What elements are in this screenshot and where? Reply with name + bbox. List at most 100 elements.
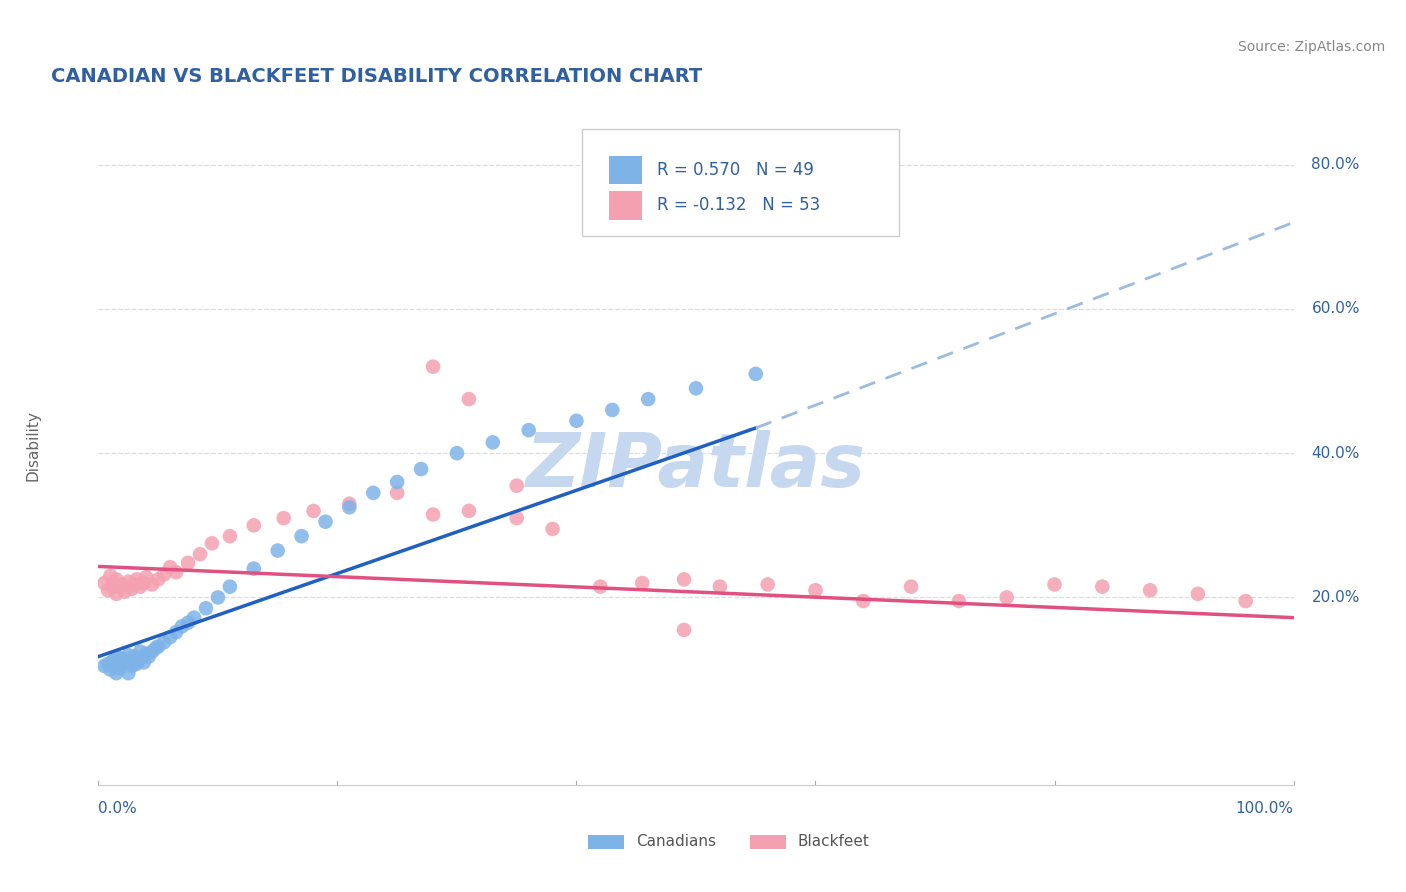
Point <box>385 475 409 489</box>
Point <box>541 522 564 536</box>
Point <box>121 582 143 596</box>
Point <box>125 573 148 587</box>
Point <box>207 591 229 605</box>
Text: Source: ZipAtlas.com: Source: ZipAtlas.com <box>1237 40 1385 54</box>
Point <box>153 567 176 582</box>
Text: ZIPatlas: ZIPatlas <box>526 430 866 503</box>
Point <box>125 657 148 671</box>
Point <box>98 663 122 677</box>
Point <box>117 666 139 681</box>
Point <box>589 580 612 594</box>
Point <box>105 666 128 681</box>
Point <box>105 587 128 601</box>
Point <box>148 640 170 654</box>
Point <box>339 500 361 515</box>
Point <box>101 580 124 594</box>
Point <box>446 446 468 460</box>
Point <box>1091 580 1114 594</box>
Point <box>631 576 654 591</box>
Point <box>995 591 1018 605</box>
Point <box>108 580 131 594</box>
Text: 20.0%: 20.0% <box>1312 590 1360 605</box>
Point <box>114 656 136 670</box>
Point <box>129 644 152 658</box>
Point <box>121 659 143 673</box>
Point <box>852 594 875 608</box>
Point <box>291 529 314 543</box>
Point <box>195 601 218 615</box>
Point <box>709 580 731 594</box>
Point <box>124 649 146 664</box>
Point <box>273 511 295 525</box>
Text: 100.0%: 100.0% <box>1236 801 1294 816</box>
Point <box>183 610 205 624</box>
Point <box>422 508 444 522</box>
Text: 40.0%: 40.0% <box>1312 446 1360 460</box>
Point <box>339 497 361 511</box>
Point <box>148 573 170 587</box>
Point <box>159 630 181 644</box>
Text: 60.0%: 60.0% <box>1312 301 1360 317</box>
Point <box>132 576 155 591</box>
Point <box>673 623 696 637</box>
Point <box>243 518 266 533</box>
Point <box>97 583 120 598</box>
Point <box>267 543 290 558</box>
Point <box>165 625 187 640</box>
Bar <box>589 835 624 849</box>
Point <box>201 536 224 550</box>
Point <box>458 392 481 406</box>
Point <box>1043 577 1066 591</box>
Point <box>101 654 124 668</box>
Text: R = -0.132   N = 53: R = -0.132 N = 53 <box>657 196 820 214</box>
Point <box>745 367 768 381</box>
Point <box>97 657 120 671</box>
Point <box>159 560 181 574</box>
Point <box>219 580 242 594</box>
Point <box>177 615 200 630</box>
Point <box>177 556 200 570</box>
Point <box>124 577 146 591</box>
Text: Disability: Disability <box>25 410 41 482</box>
Point <box>565 414 588 428</box>
Point <box>804 583 827 598</box>
Bar <box>749 835 786 849</box>
Text: Canadians: Canadians <box>636 834 716 849</box>
Point <box>105 649 128 664</box>
Point <box>637 392 659 406</box>
Point <box>1187 587 1209 601</box>
Point <box>93 576 115 591</box>
Point <box>111 577 134 591</box>
Point <box>900 580 922 594</box>
Point <box>1139 583 1161 598</box>
Point <box>756 577 779 591</box>
Point <box>458 504 481 518</box>
Point <box>135 570 157 584</box>
Point <box>363 486 385 500</box>
Point <box>219 529 242 543</box>
Point <box>105 573 128 587</box>
Point <box>385 486 409 500</box>
Point <box>117 574 139 589</box>
Point <box>948 594 970 608</box>
Text: 80.0%: 80.0% <box>1312 157 1360 172</box>
Point <box>124 654 146 668</box>
Text: 0.0%: 0.0% <box>98 801 138 816</box>
Point <box>129 652 152 666</box>
Point <box>188 547 211 561</box>
Point <box>411 462 433 476</box>
Text: R = 0.570   N = 49: R = 0.570 N = 49 <box>657 161 814 179</box>
Point <box>506 511 529 525</box>
Point <box>481 435 505 450</box>
Point <box>517 423 540 437</box>
Point <box>315 515 337 529</box>
Point <box>98 569 122 583</box>
Point <box>145 640 167 655</box>
FancyBboxPatch shape <box>582 128 900 235</box>
Point <box>111 657 134 671</box>
Point <box>135 647 157 661</box>
Text: CANADIAN VS BLACKFEET DISABILITY CORRELATION CHART: CANADIAN VS BLACKFEET DISABILITY CORRELA… <box>51 67 702 86</box>
Point <box>132 656 155 670</box>
Point <box>141 577 163 591</box>
Point <box>172 619 194 633</box>
